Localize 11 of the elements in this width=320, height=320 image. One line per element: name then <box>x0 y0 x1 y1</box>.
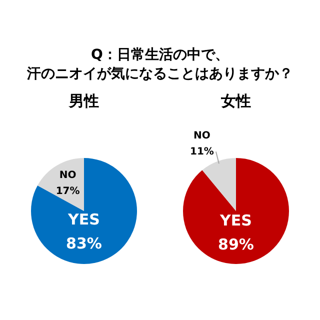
slice-label: YES <box>219 211 252 230</box>
slice-label: YES <box>67 210 100 228</box>
slice-label: NO <box>194 130 210 142</box>
slice-label: NO <box>59 170 76 182</box>
data-label: 89% <box>218 235 254 254</box>
data-label: 11% <box>190 146 214 158</box>
chart-subtitle: 男性 <box>68 92 100 112</box>
data-label: 17% <box>56 186 80 198</box>
chart-subtitle: 女性 <box>220 92 252 112</box>
chart-title: Q：日常生活の中で、汗のニオイが気になることはありますか？ <box>26 46 294 84</box>
data-label: 83% <box>66 234 102 252</box>
